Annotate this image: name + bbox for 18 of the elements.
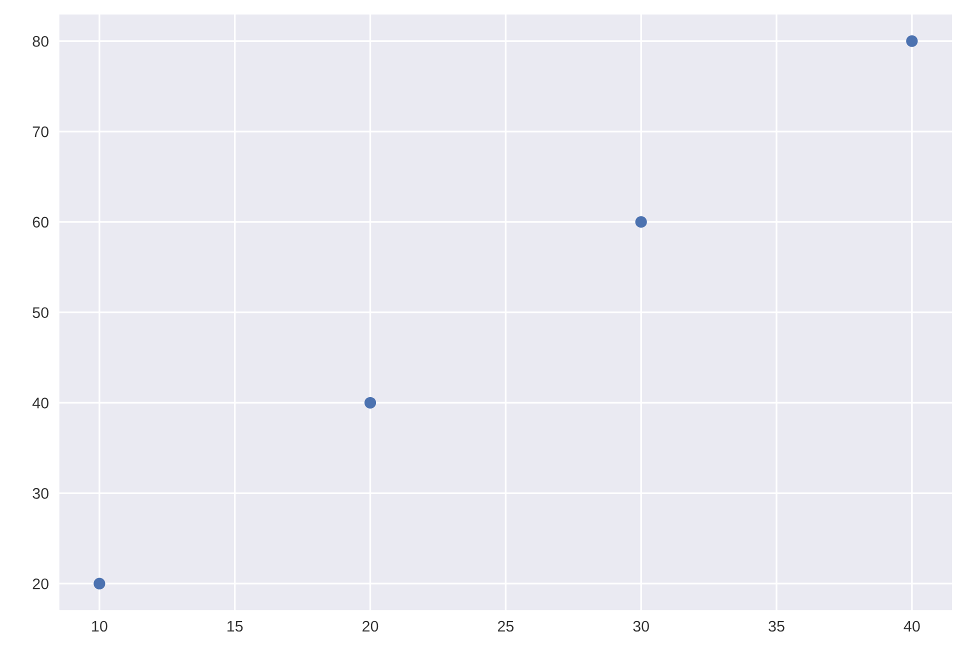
point (94, 578, 106, 590)
y-tick-label: 40 (32, 398, 48, 408)
point (364, 396, 376, 409)
x-tick-label: 35 (768, 620, 784, 632)
y-tick-label: 70 (32, 126, 48, 138)
point (906, 35, 918, 47)
y-tick-label: 80 (32, 36, 48, 47)
x-tick-label: 30 (633, 620, 649, 632)
x-tick-label: 20 (362, 620, 378, 632)
y-tick-label: 60 (32, 216, 48, 228)
y-tick-label: 20 (32, 578, 48, 590)
y-tick-label: 30 (32, 488, 48, 499)
x-tick-label: 40 (904, 620, 920, 632)
y-tick-label: 50 (32, 307, 48, 318)
point (635, 216, 647, 228)
x-tick-label: 15 (228, 621, 243, 632)
x-tick-label: 10 (92, 620, 108, 632)
x-tick-label: 25 (498, 620, 514, 632)
